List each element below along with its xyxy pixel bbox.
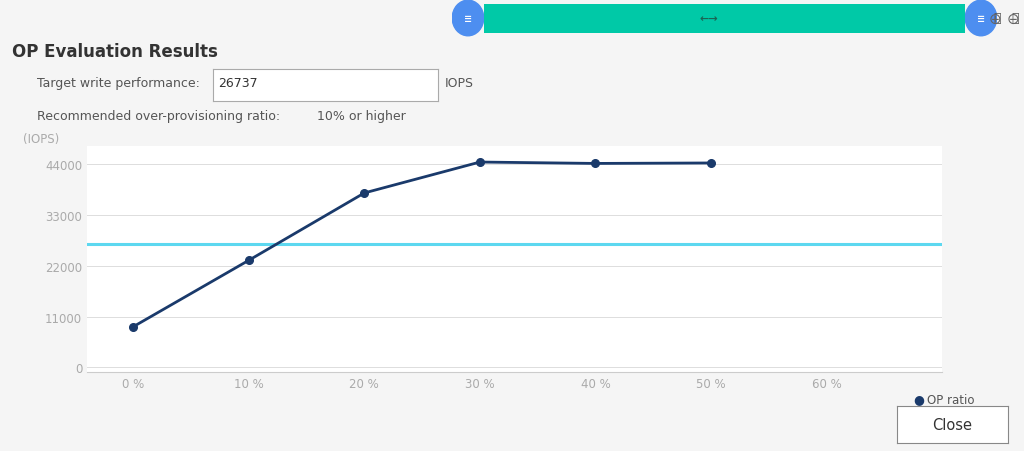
Text: ●: ●	[913, 393, 925, 405]
Text: IOPS: IOPS	[444, 77, 473, 90]
Text: ≡: ≡	[464, 14, 472, 24]
Text: ←→: ←→	[699, 14, 719, 24]
Circle shape	[453, 1, 483, 37]
Text: ≡: ≡	[977, 14, 985, 24]
Text: 🔍: 🔍	[1011, 12, 1019, 24]
Text: Close: Close	[932, 417, 973, 432]
Text: 🔍: 🔍	[993, 12, 1001, 24]
Text: Target write performance:: Target write performance:	[37, 77, 200, 90]
Text: 10% or higher: 10% or higher	[317, 110, 407, 123]
Text: Recommended over-provisioning ratio:: Recommended over-provisioning ratio:	[37, 110, 280, 123]
Text: ⊕: ⊕	[989, 11, 1001, 27]
Text: (IOPS): (IOPS)	[23, 133, 59, 146]
Text: OP Evaluation Results: OP Evaluation Results	[12, 43, 218, 61]
Circle shape	[966, 1, 996, 37]
Text: OP ratio: OP ratio	[927, 393, 974, 405]
Text: 26737: 26737	[218, 77, 258, 90]
Text: ⊖: ⊖	[1007, 11, 1019, 27]
